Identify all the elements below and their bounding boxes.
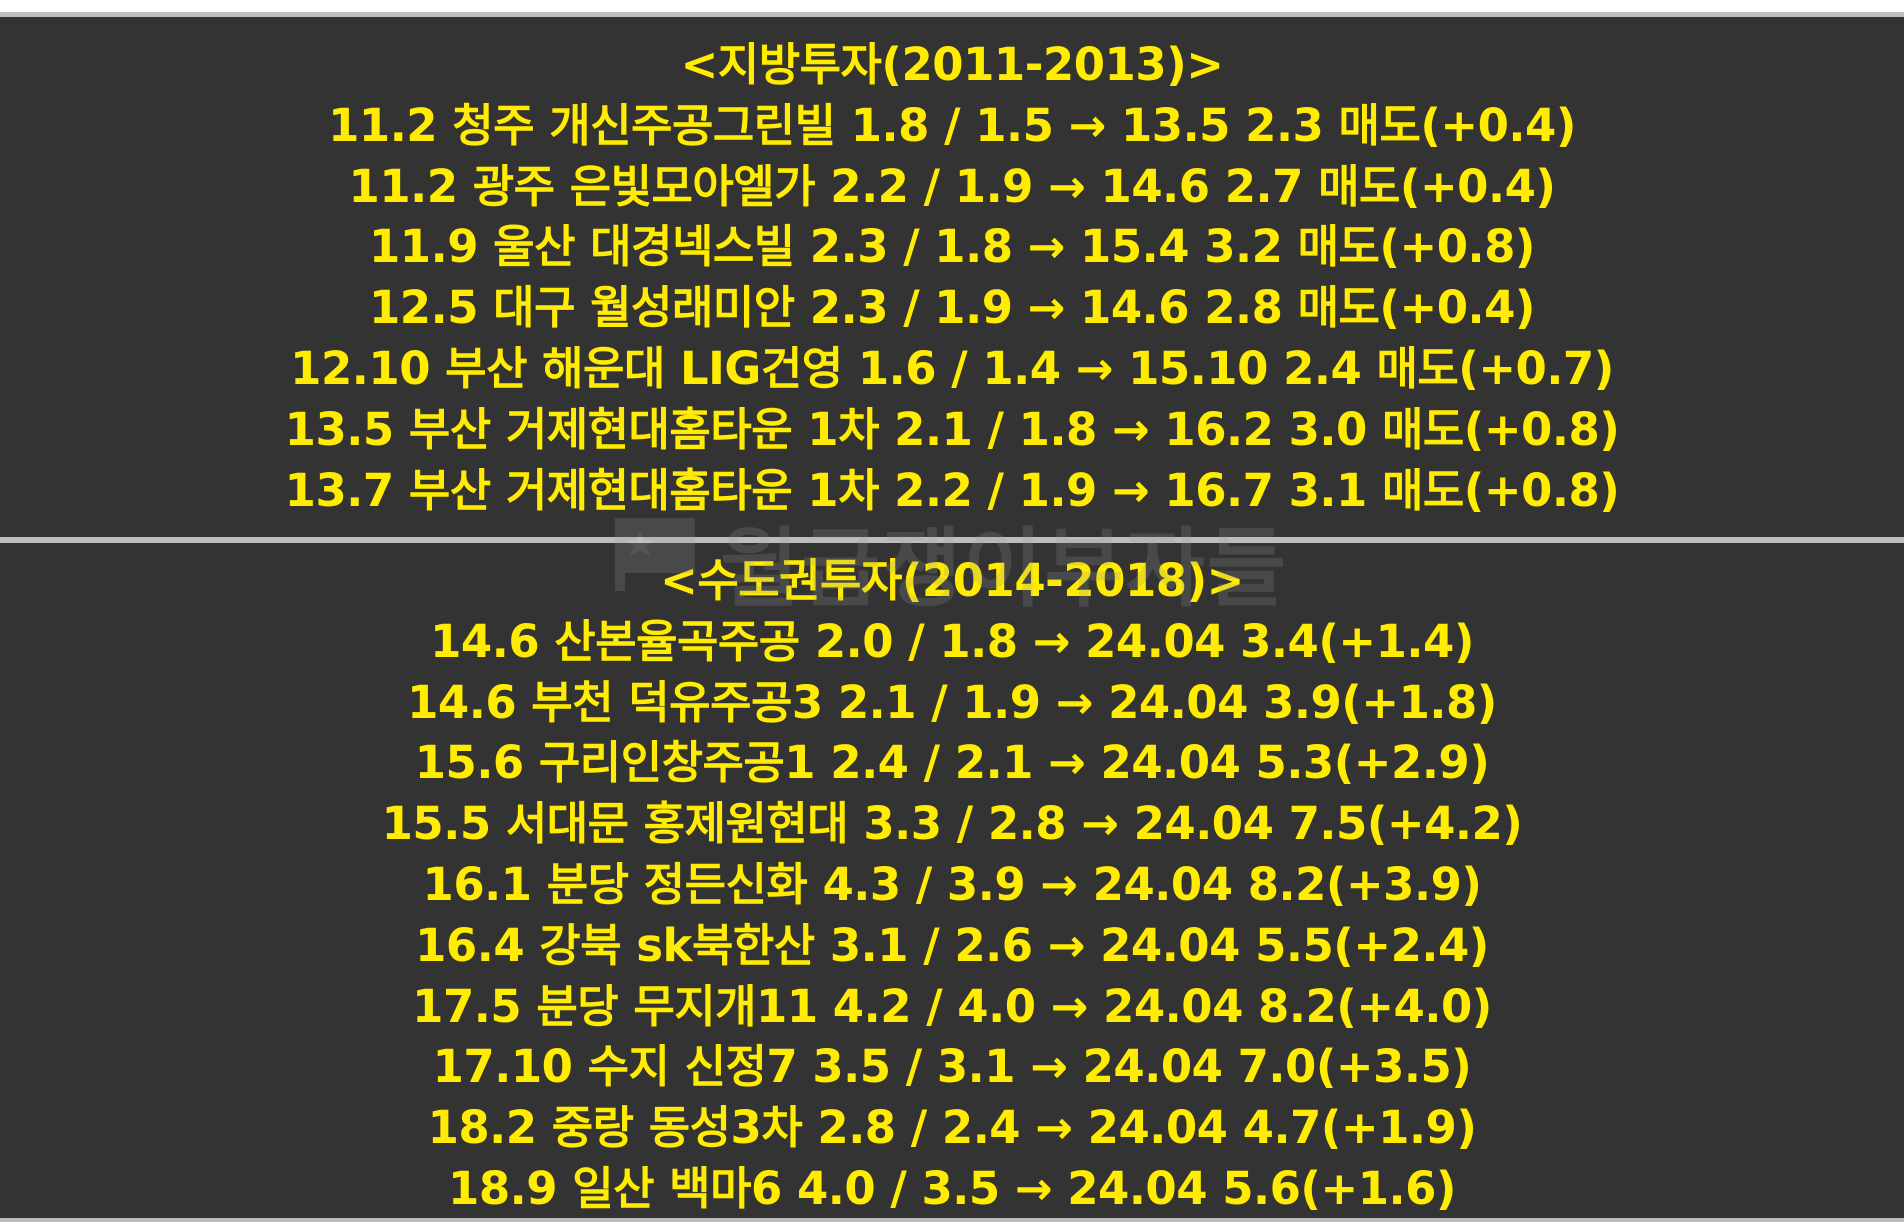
investment-row: 11.2 광주 은빛모아엘가 2.2 / 1.9 → 14.6 2.7 매도(+… (348, 159, 1556, 213)
investment-row: 16.4 강북 sk북한산 3.1 / 2.6 → 24.04 5.5(+2.4… (415, 918, 1489, 972)
top-divider (0, 12, 1904, 17)
investment-row: 18.2 중랑 동성3차 2.8 / 2.4 → 24.04 4.7(+1.9) (427, 1101, 1477, 1155)
capital-area-investment-panel: <수도권투자(2014-2018)> 14.6 산본율곡주공 2.0 / 1.8… (0, 543, 1904, 1218)
investment-row: 15.6 구리인창주공1 2.4 / 2.1 → 24.04 5.3(+2.9) (414, 736, 1490, 790)
investment-row: 17.10 수지 신정7 3.5 / 3.1 → 24.04 7.0(+3.5) (432, 1040, 1472, 1094)
investment-row: 11.2 청주 개신주공그린빌 1.8 / 1.5 → 13.5 2.3 매도(… (328, 98, 1576, 152)
investment-row: 13.5 부산 거제현대홈타운 1차 2.1 / 1.8 → 16.2 3.0 … (284, 402, 1620, 456)
section-title: <지방투자(2011-2013)> (680, 38, 1224, 91)
investment-row: 11.9 울산 대경넥스빌 2.3 / 1.8 → 15.4 3.2 매도(+0… (368, 220, 1536, 274)
investment-row: 14.6 산본율곡주공 2.0 / 1.8 → 24.04 3.4(+1.4) (430, 614, 1474, 668)
section-title: <수도권투자(2014-2018)> (660, 554, 1244, 607)
investment-row: 12.5 대구 월성래미안 2.3 / 1.9 → 14.6 2.8 매도(+0… (368, 281, 1536, 335)
regional-investment-panel: <지방투자(2011-2013)> 11.2 청주 개신주공그린빌 1.8 / … (0, 17, 1904, 537)
investment-row: 18.9 일산 백마6 4.0 / 3.5 → 24.04 5.6(+1.6) (448, 1161, 1456, 1215)
investment-row: 16.1 분당 정든신화 4.3 / 3.9 → 24.04 8.2(+3.9) (422, 857, 1482, 911)
bottom-divider (0, 1218, 1904, 1222)
investment-row: 12.10 부산 해운대 LIG건영 1.6 / 1.4 → 15.10 2.4… (290, 341, 1614, 395)
investment-row: 14.6 부천 덕유주공3 2.1 / 1.9 → 24.04 3.9(+1.8… (407, 675, 1497, 729)
investment-row: 17.5 분당 무지개11 4.2 / 4.0 → 24.04 8.2(+4.0… (412, 979, 1492, 1033)
section-divider (0, 537, 1904, 543)
top-white-bar (0, 0, 1904, 12)
investment-row: 13.7 부산 거제현대홈타운 1차 2.2 / 1.9 → 16.7 3.1 … (284, 463, 1620, 517)
investment-row: 15.5 서대문 홍제원현대 3.3 / 2.8 → 24.04 7.5(+4.… (381, 797, 1523, 851)
